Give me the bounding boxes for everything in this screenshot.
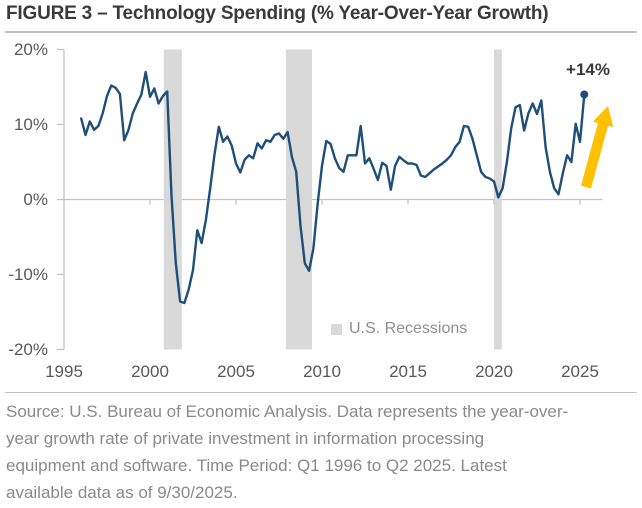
- y-tick-label: -20%: [8, 339, 48, 359]
- growth-line: [80, 70, 586, 305]
- recession-band: [494, 49, 502, 350]
- source-line: year growth rate of private investment i…: [6, 429, 485, 448]
- y-tick-label: 20%: [13, 39, 48, 59]
- title-divider: [5, 31, 637, 33]
- growth-line-chart: [57, 48, 614, 351]
- x-tick-label: 2000: [131, 362, 169, 381]
- x-tick-label: 2005: [217, 362, 255, 381]
- x-tick-label: 2020: [475, 362, 513, 381]
- x-tick-label: 2010: [303, 362, 341, 381]
- recession-legend: U.S. Recessions: [331, 320, 467, 338]
- recession-legend-swatch: [331, 323, 342, 335]
- latest-value-label: +14%: [566, 60, 610, 79]
- source-line: equipment and software. Time Period: Q1 …: [6, 456, 507, 475]
- x-tick-label: 1995: [45, 362, 83, 381]
- source-divider: [5, 392, 637, 393]
- trend-up-arrow: [581, 106, 614, 189]
- recession-legend-label: U.S. Recessions: [349, 320, 468, 337]
- figure-title: FIGURE 3 – Technology Spending (% Year-O…: [6, 3, 549, 24]
- x-tick-label: 2015: [389, 362, 427, 381]
- source-line: Source: U.S. Bureau of Economic Analysis…: [6, 402, 569, 421]
- latest-point-dot: [580, 90, 589, 99]
- y-tick-label: 0%: [23, 189, 48, 209]
- y-tick-label: -10%: [8, 264, 48, 284]
- y-tick-label: 10%: [13, 114, 48, 134]
- source-line: available data as of 9/30/2025.: [6, 483, 238, 502]
- source-note: Source: U.S. Bureau of Economic Analysis…: [6, 398, 638, 506]
- x-tick-label: 2025: [561, 362, 599, 381]
